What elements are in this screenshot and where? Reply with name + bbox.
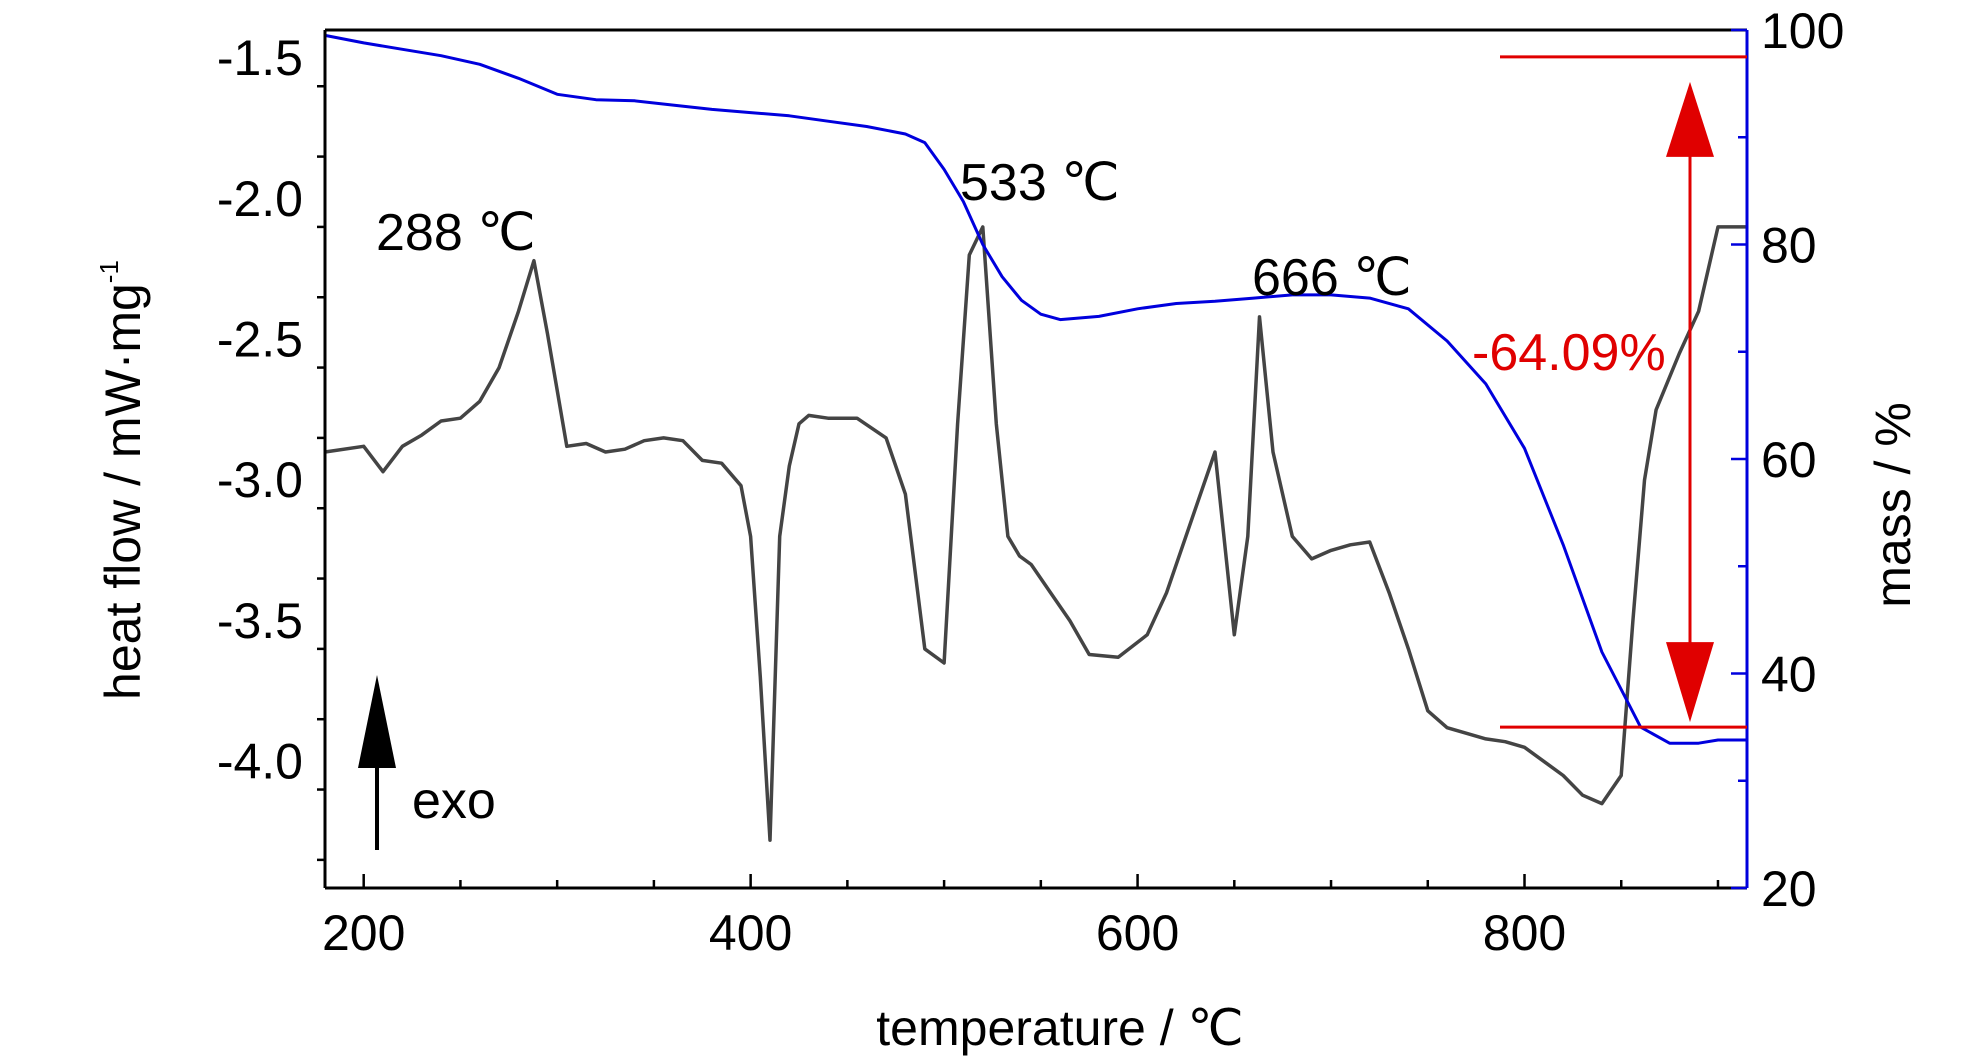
y-left-tick-label: -1.5 <box>217 30 303 86</box>
annotation-mass-loss: -64.09% <box>1472 324 1666 382</box>
exo-arrow-head <box>358 675 396 768</box>
y-left-tick-label: -2.5 <box>217 311 303 367</box>
x-axis-title: temperature / ℃ <box>876 1000 1243 1056</box>
mass-loss-arrow-head-up <box>1666 81 1714 157</box>
dsc-curve <box>324 225 1747 842</box>
x-tick-label: 600 <box>1096 905 1179 961</box>
exo-arrow <box>358 675 396 850</box>
annotation-peak-533: 533 ℃ <box>960 154 1120 212</box>
y-right-tick-label: 20 <box>1761 861 1817 917</box>
y-left-tick-label: -3.0 <box>217 452 303 508</box>
y-right-tick-label: 100 <box>1761 3 1844 59</box>
y-right-tick-label: 60 <box>1761 432 1817 488</box>
y-axis-right-title: mass / % <box>1865 402 1921 608</box>
y-axis-left-title-main: heat flow / mW·mg <box>95 283 151 700</box>
annotation-peak-288: 288 ℃ <box>376 204 536 262</box>
x-tick-label: 800 <box>1483 905 1566 961</box>
y-axis-left-title: heat flow / mW·mg-1 <box>94 260 151 700</box>
y-left-tick-label: -3.5 <box>217 593 303 649</box>
x-tick-label: 400 <box>709 905 792 961</box>
annotation-exo: exo <box>412 772 496 830</box>
y-left-tick-label: -2.0 <box>217 171 303 227</box>
y-right-tick-label: 40 <box>1761 647 1817 703</box>
x-tick-label: 200 <box>322 905 405 961</box>
tg-curve <box>324 33 1747 745</box>
axes-layer: 200 400 600 800 -1.5 -2.0 -2.5 -3.0 -3.5 -4.0 20 40… <box>217 3 1845 961</box>
annotation-peak-666: 666 ℃ <box>1252 249 1412 307</box>
mass-loss-arrow-head-down <box>1666 642 1714 723</box>
y-axis-left-title-sup: -1 <box>94 260 124 283</box>
mass-loss-marker <box>1500 55 1747 729</box>
y-left-tick-label: -4.0 <box>217 733 303 789</box>
plot-layer <box>324 33 1747 842</box>
y-right-tick-label: 80 <box>1761 218 1817 274</box>
